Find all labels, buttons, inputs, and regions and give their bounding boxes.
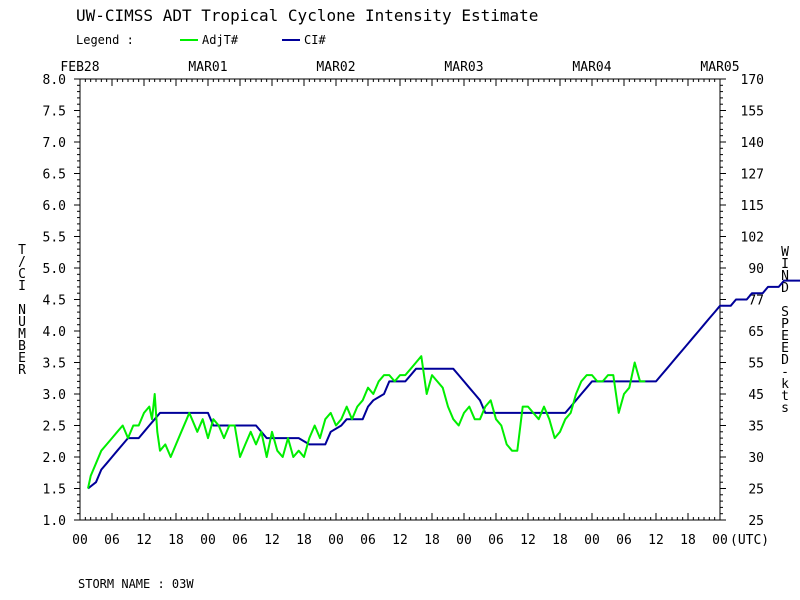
x-tick-label: 18	[296, 533, 312, 548]
y-tick-label-right: 90	[748, 262, 764, 277]
x-tick-label: 00	[712, 533, 728, 548]
y-tick-label-left: 7.0	[43, 136, 66, 151]
y-tick-label-right: 140	[741, 136, 764, 151]
x-tick-label: 06	[104, 533, 120, 548]
y-tick-label-left: 3.5	[43, 357, 66, 372]
y-tick-label-right: 35	[748, 420, 764, 435]
x-tick-label: 12	[392, 533, 408, 548]
date-label: MAR02	[316, 60, 355, 75]
x-tick-label: 06	[360, 533, 376, 548]
chart-title: UW-CIMSS ADT Tropical Cyclone Intensity …	[76, 6, 538, 25]
y-tick-label-left: 7.5	[43, 105, 66, 120]
x-tick-label: 12	[136, 533, 152, 548]
y-tick-label-left: 6.5	[43, 168, 66, 183]
date-label: MAR03	[444, 60, 483, 75]
x-tick-label: 18	[552, 533, 568, 548]
x-tick-label: 12	[520, 533, 536, 548]
x-tick-label: 18	[424, 533, 440, 548]
legend-entry-ci: CI#	[304, 33, 326, 47]
y-tick-label-right: 45	[748, 388, 764, 403]
x-tick-label: 00	[584, 533, 600, 548]
y-tick-label-right: 155	[741, 105, 764, 120]
y-tick-label-left: 4.5	[43, 294, 66, 309]
y-tick-label-right: 77	[748, 294, 764, 309]
y-tick-label-left: 2.5	[43, 420, 66, 435]
series-line-adjt	[87, 355, 646, 489]
x-tick-label: 00	[456, 533, 472, 548]
x-tick-label: 00	[72, 533, 88, 548]
plot-frame	[79, 78, 721, 521]
date-label: FEB28	[60, 60, 99, 75]
y-tick-label-right: 25	[748, 514, 764, 529]
x-tick-label: 06	[232, 533, 248, 548]
y-tick-label-left: 8.0	[43, 73, 66, 88]
x-axis-unit-label: (UTC)	[730, 533, 769, 548]
x-tick-label: 12	[264, 533, 280, 548]
x-tick-label: 18	[680, 533, 696, 548]
chart-legend: Legend : AdjT# CI#	[76, 33, 326, 47]
y-tick-label-left: 4.0	[43, 325, 66, 340]
y-tick-label-left: 2.0	[43, 451, 66, 466]
x-tick-label: 06	[488, 533, 504, 548]
y-tick-label-right: 25	[748, 483, 764, 498]
y-tick-label-right: 127	[741, 168, 764, 183]
y-tick-label-right: 55	[748, 357, 764, 372]
y-tick-label-left: 6.0	[43, 199, 66, 214]
y-tick-label-right: 115	[741, 199, 764, 214]
x-tick-label: 18	[168, 533, 184, 548]
series-line-ci	[87, 279, 800, 490]
storm-name-footer: STORM NAME : 03W	[78, 577, 194, 591]
y-tick-label-right: 30	[748, 451, 764, 466]
x-tick-label: 00	[200, 533, 216, 548]
x-tick-label: 06	[616, 533, 632, 548]
date-label: MAR01	[188, 60, 227, 75]
legend-label: Legend :	[76, 33, 134, 47]
y-tick-label-right: 102	[741, 231, 764, 246]
y-tick-label-left: 3.0	[43, 388, 66, 403]
y-tick-label-left: 1.5	[43, 483, 66, 498]
y-tick-label-left: 5.5	[43, 231, 66, 246]
chart-axes: 1.0 25 1.5 25 2.0 30 2.5 35 3.0 45 3.5 55 4.0 65 4.5 77…	[18, 60, 789, 548]
x-tick-label: 12	[648, 533, 664, 548]
y-tick-label-right: 170	[741, 73, 764, 88]
chart-series	[87, 279, 800, 490]
y-tick-label-right: 65	[748, 325, 764, 340]
x-tick-label: 00	[328, 533, 344, 548]
date-label: MAR05	[700, 60, 739, 75]
y-tick-label-left: 1.0	[43, 514, 66, 529]
y-tick-label-left: 5.0	[43, 262, 66, 277]
legend-entry-adjt: AdjT#	[202, 33, 239, 47]
date-label: MAR04	[572, 60, 611, 75]
